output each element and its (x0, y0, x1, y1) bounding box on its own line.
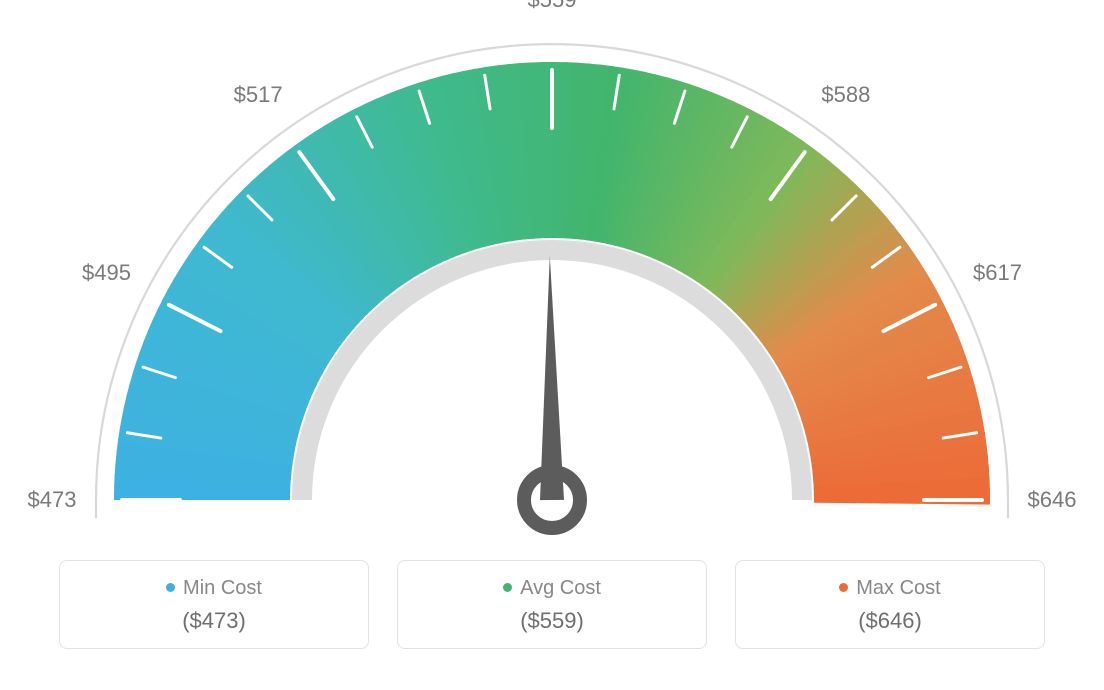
legend-avg-value: ($559) (408, 608, 696, 634)
legend-card-min: Min Cost ($473) (59, 560, 369, 649)
legend-card-avg: Avg Cost ($559) (397, 560, 707, 649)
legend-avg-dot (503, 583, 512, 592)
legend-avg-label: Avg Cost (520, 577, 601, 599)
gauge-tick-label: $473 (28, 487, 77, 513)
legend-row: Min Cost ($473) Avg Cost ($559) Max Cost… (0, 560, 1104, 649)
gauge-chart: $473 $495 $517 $559 $588 $617 $646 (0, 0, 1104, 560)
gauge-tick-label: $559 (528, 0, 577, 13)
legend-min-dot (166, 583, 175, 592)
legend-avg-title: Avg Cost (408, 577, 696, 600)
gauge-tick-label: $617 (973, 260, 1022, 286)
gauge-svg (0, 0, 1104, 560)
gauge-tick-label: $646 (1028, 487, 1077, 513)
legend-max-label: Max Cost (856, 577, 940, 599)
legend-max-title: Max Cost (746, 577, 1034, 600)
legend-min-title: Min Cost (70, 577, 358, 600)
gauge-tick-label: $588 (821, 82, 870, 108)
legend-min-value: ($473) (70, 608, 358, 634)
gauge-needle (540, 256, 564, 500)
legend-min-label: Min Cost (183, 577, 262, 599)
legend-max-dot (839, 583, 848, 592)
gauge-tick-label: $517 (234, 82, 283, 108)
gauge-tick-label: $495 (82, 260, 131, 286)
legend-card-max: Max Cost ($646) (735, 560, 1045, 649)
legend-max-value: ($646) (746, 608, 1034, 634)
